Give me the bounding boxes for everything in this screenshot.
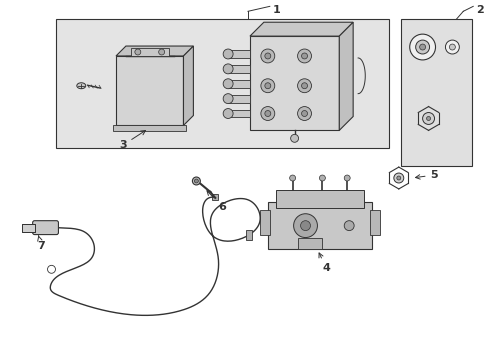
Circle shape: [223, 64, 233, 74]
Circle shape: [264, 53, 270, 59]
Circle shape: [194, 179, 198, 183]
Polygon shape: [116, 46, 193, 56]
Circle shape: [409, 34, 435, 60]
Bar: [249, 36, 339, 130]
Bar: [275, 190, 364, 208]
Circle shape: [422, 113, 434, 125]
Circle shape: [319, 175, 325, 181]
Circle shape: [264, 111, 270, 117]
Text: 2: 2: [475, 5, 483, 15]
Text: 5: 5: [415, 170, 437, 180]
Bar: [228, 65, 249, 73]
Circle shape: [426, 117, 429, 121]
Bar: [246, 230, 252, 240]
Text: 6: 6: [206, 191, 225, 212]
Polygon shape: [249, 22, 352, 36]
Circle shape: [264, 83, 270, 89]
Circle shape: [301, 83, 307, 89]
Polygon shape: [131, 48, 168, 56]
Text: 7: 7: [38, 236, 45, 251]
Circle shape: [344, 221, 353, 231]
Circle shape: [419, 44, 425, 50]
Text: 1: 1: [272, 5, 280, 15]
Bar: [297, 238, 322, 249]
Bar: [211, 194, 217, 200]
Ellipse shape: [77, 83, 85, 89]
Circle shape: [297, 49, 311, 63]
FancyBboxPatch shape: [33, 221, 59, 235]
Circle shape: [260, 107, 274, 121]
Circle shape: [223, 79, 233, 89]
Polygon shape: [183, 46, 193, 125]
Circle shape: [223, 94, 233, 104]
Bar: [259, 210, 269, 235]
Circle shape: [393, 173, 403, 183]
Bar: [116, 56, 183, 125]
Bar: [267, 202, 371, 249]
Circle shape: [260, 49, 274, 63]
Circle shape: [293, 214, 317, 238]
Circle shape: [301, 53, 307, 59]
Circle shape: [396, 176, 400, 180]
Circle shape: [301, 111, 307, 117]
Circle shape: [344, 175, 349, 181]
Polygon shape: [56, 19, 388, 148]
Text: 4: 4: [318, 253, 329, 273]
Bar: [228, 95, 249, 103]
Circle shape: [290, 134, 298, 142]
Circle shape: [289, 175, 295, 181]
Bar: [369, 210, 379, 235]
Bar: [113, 125, 186, 131]
Bar: [228, 50, 249, 58]
Bar: [400, 19, 471, 166]
Circle shape: [135, 49, 141, 55]
Circle shape: [223, 49, 233, 59]
Circle shape: [223, 109, 233, 118]
Circle shape: [297, 107, 311, 121]
Circle shape: [297, 79, 311, 93]
Circle shape: [415, 40, 428, 54]
Circle shape: [158, 49, 164, 55]
Circle shape: [260, 79, 274, 93]
Circle shape: [192, 177, 200, 185]
Polygon shape: [339, 22, 352, 130]
Bar: [228, 80, 249, 88]
Bar: [228, 109, 249, 117]
Circle shape: [448, 44, 454, 50]
Bar: [21, 224, 35, 231]
Circle shape: [445, 40, 458, 54]
Text: 3: 3: [119, 131, 145, 150]
Circle shape: [300, 221, 310, 231]
